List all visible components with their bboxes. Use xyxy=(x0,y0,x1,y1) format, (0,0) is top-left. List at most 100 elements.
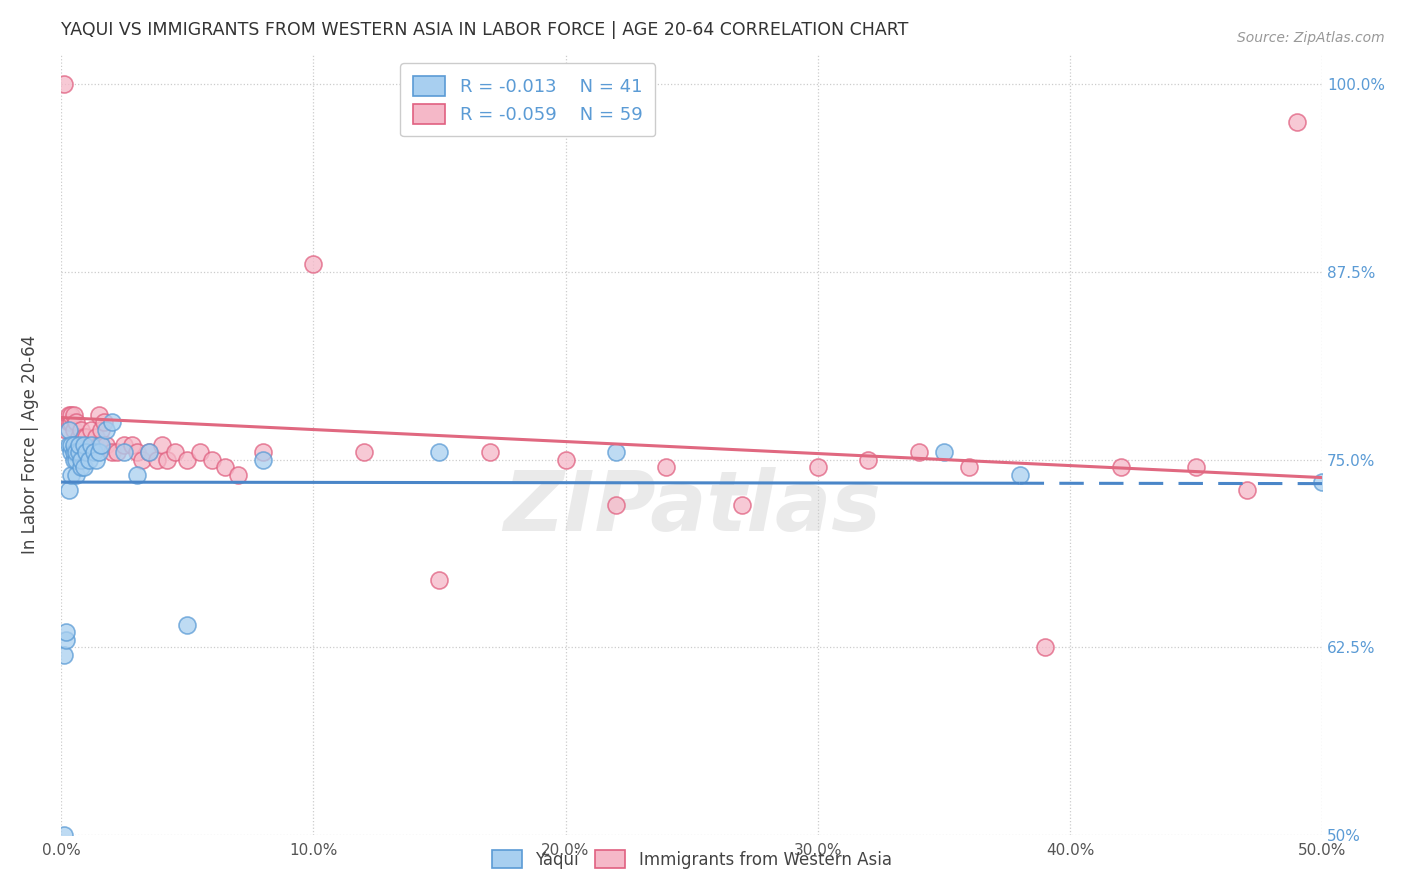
Point xyxy=(100,445,122,459)
Point xyxy=(201,452,224,467)
Point xyxy=(87,445,110,459)
Point xyxy=(150,437,173,451)
Point xyxy=(60,445,83,459)
Legend: Yaqui, Immigrants from Western Asia: Yaqui, Immigrants from Western Asia xyxy=(484,842,900,877)
Point xyxy=(93,415,115,429)
Point xyxy=(75,445,97,459)
Point xyxy=(55,625,77,640)
Point xyxy=(907,445,929,459)
Text: Source: ZipAtlas.com: Source: ZipAtlas.com xyxy=(1237,31,1385,45)
Point xyxy=(70,423,93,437)
Point xyxy=(65,467,87,482)
Point xyxy=(138,445,160,459)
Point xyxy=(1109,460,1132,475)
Point xyxy=(52,648,75,662)
Point xyxy=(146,452,169,467)
Point xyxy=(353,445,375,459)
Point xyxy=(131,452,153,467)
Point xyxy=(67,445,90,459)
Point xyxy=(957,460,980,475)
Point xyxy=(96,423,118,437)
Point xyxy=(70,460,93,475)
Point xyxy=(58,423,80,437)
Point xyxy=(87,408,110,422)
Point xyxy=(62,408,84,422)
Point xyxy=(1185,460,1208,475)
Point xyxy=(65,445,87,459)
Point xyxy=(52,78,75,92)
Point xyxy=(62,437,84,451)
Point xyxy=(87,437,110,451)
Point xyxy=(156,452,179,467)
Point xyxy=(62,452,84,467)
Point xyxy=(65,437,87,451)
Point xyxy=(1033,640,1056,655)
Point xyxy=(67,437,90,451)
Point xyxy=(125,467,148,482)
Point xyxy=(121,437,143,451)
Text: YAQUI VS IMMIGRANTS FROM WESTERN ASIA IN LABOR FORCE | AGE 20-64 CORRELATION CHA: YAQUI VS IMMIGRANTS FROM WESTERN ASIA IN… xyxy=(60,21,908,39)
Point xyxy=(60,415,83,429)
Point xyxy=(554,452,576,467)
Point xyxy=(80,423,103,437)
Point xyxy=(429,573,451,587)
Point xyxy=(188,445,211,459)
Point xyxy=(75,430,97,444)
Point xyxy=(478,445,501,459)
Point xyxy=(655,460,678,475)
Point xyxy=(55,632,77,647)
Point xyxy=(605,498,627,512)
Point xyxy=(62,423,84,437)
Point xyxy=(125,445,148,459)
Point xyxy=(226,467,249,482)
Point xyxy=(60,467,83,482)
Point xyxy=(1236,483,1258,497)
Point xyxy=(75,445,97,459)
Point xyxy=(58,408,80,422)
Point xyxy=(65,452,87,467)
Point xyxy=(80,437,103,451)
Point xyxy=(105,445,128,459)
Point xyxy=(605,445,627,459)
Point xyxy=(807,460,830,475)
Point xyxy=(73,437,96,451)
Point xyxy=(58,437,80,451)
Point xyxy=(86,452,108,467)
Point xyxy=(1310,475,1333,489)
Point xyxy=(176,452,198,467)
Point xyxy=(252,445,274,459)
Point xyxy=(1286,115,1309,129)
Point xyxy=(60,437,83,451)
Point xyxy=(83,437,105,451)
Point xyxy=(70,452,93,467)
Point xyxy=(65,415,87,429)
Y-axis label: In Labor Force | Age 20-64: In Labor Force | Age 20-64 xyxy=(21,335,39,554)
Point xyxy=(90,437,112,451)
Point xyxy=(70,437,93,451)
Point xyxy=(90,423,112,437)
Point xyxy=(858,452,880,467)
Point xyxy=(73,430,96,444)
Point xyxy=(73,460,96,475)
Point xyxy=(302,257,325,271)
Point xyxy=(214,460,236,475)
Point xyxy=(83,445,105,459)
Point xyxy=(100,415,122,429)
Point xyxy=(55,423,77,437)
Point xyxy=(932,445,955,459)
Point xyxy=(163,445,186,459)
Point xyxy=(176,617,198,632)
Point xyxy=(96,437,118,451)
Text: ZIPatlas: ZIPatlas xyxy=(503,467,880,548)
Point xyxy=(112,445,135,459)
Point xyxy=(1008,467,1031,482)
Point xyxy=(112,437,135,451)
Point xyxy=(62,445,84,459)
Point xyxy=(67,430,90,444)
Point xyxy=(77,437,100,451)
Point xyxy=(252,452,274,467)
Point xyxy=(138,445,160,459)
Point xyxy=(731,498,754,512)
Point xyxy=(58,483,80,497)
Point xyxy=(429,445,451,459)
